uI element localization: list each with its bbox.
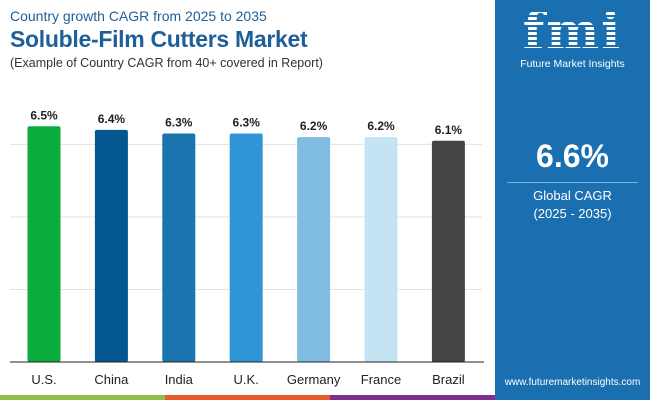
website-url: www.futuremarketinsights.com: [504, 377, 641, 388]
data-label: 6.3%: [165, 116, 193, 130]
data-label: 6.1%: [435, 123, 463, 137]
bottom-bar-orange: [165, 395, 330, 400]
chart-subtitle: (Example of Country CAGR from 40+ covere…: [10, 56, 323, 70]
fmi-logo: fmi Future Market Insights: [495, 2, 650, 71]
global-cagr-period: (2025 - 2035): [533, 206, 612, 221]
bar-france: [364, 137, 398, 362]
logo-mark: fmi: [495, 2, 650, 60]
bar-brazil: [431, 140, 465, 362]
x-tick-label: France: [361, 372, 401, 387]
x-tick-label: Germany: [287, 372, 341, 387]
bar-chart: 6.5% U.S. 6.4% China 6.3% India 6.3% U.K. 6.2% Ge…: [10, 108, 484, 387]
global-cagr-label: Global CAGR: [533, 188, 612, 203]
x-tick-label: India: [165, 372, 194, 387]
x-tick-label: China: [94, 372, 129, 387]
bottom-bar-green: [0, 395, 165, 400]
data-label: 6.2%: [367, 119, 395, 133]
divider: [507, 182, 638, 183]
chart-supertitle: Country growth CAGR from 2025 to 2035: [10, 8, 267, 24]
bottom-bar-purple: [330, 395, 495, 400]
data-label: 6.3%: [233, 116, 261, 130]
data-label: 6.2%: [300, 119, 328, 133]
x-tick-label: U.S.: [31, 372, 56, 387]
global-cagr-value: 6.6%: [536, 138, 609, 174]
data-label: 6.4%: [98, 112, 126, 126]
bar-uk: [229, 133, 263, 362]
bar-china: [94, 129, 128, 362]
data-label: 6.5%: [30, 108, 58, 122]
chart-title: Soluble-Film Cutters Market: [10, 26, 308, 52]
bar-us: [27, 126, 61, 363]
bar-germany: [297, 137, 331, 362]
x-tick-label: U.K.: [234, 372, 259, 387]
bar-india: [162, 133, 196, 362]
logo-name: Future Market Insights: [520, 58, 625, 70]
x-tick-label: Brazil: [432, 372, 465, 387]
summary-panel: fmi Future Market Insights 6.6% Global C…: [495, 0, 650, 400]
